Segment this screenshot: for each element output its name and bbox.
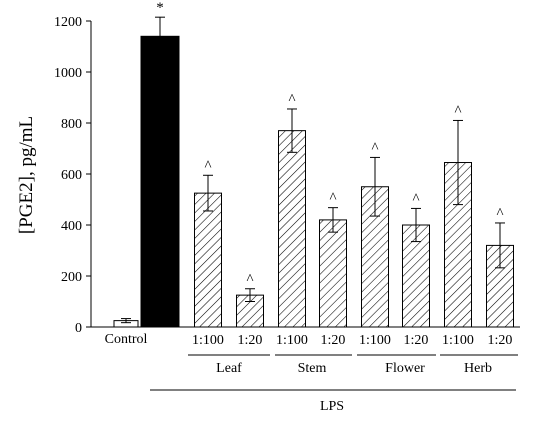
ratio-label: 1:100 <box>192 333 224 348</box>
significance-marker: ^ <box>288 92 295 108</box>
significance-marker: ^ <box>329 191 336 207</box>
ratio-label: 1:20 <box>404 333 429 348</box>
y-tick-label: 200 <box>61 270 82 285</box>
bars: * ^ ^ ^ ^ ^ ^ ^ ^ <box>113 0 514 328</box>
y-tick-label: 1200 <box>54 15 82 30</box>
significance-marker: ^ <box>496 206 503 222</box>
y-tick-label: 400 <box>61 219 82 234</box>
ratio-label: 1:100 <box>276 333 308 348</box>
ratio-label: 1:20 <box>321 333 346 348</box>
category-labels: 1:100 1:20 1:100 1:20 1:100 1:20 1:100 1:20 Cont… <box>105 332 518 414</box>
significance-marker: ^ <box>454 103 461 119</box>
ratio-label: 1:20 <box>488 333 513 348</box>
group-label: Control <box>105 332 148 347</box>
bar <box>278 130 306 328</box>
significance-marker: ^ <box>412 191 419 207</box>
y-tick-label: 1000 <box>54 66 82 81</box>
bar <box>194 192 222 328</box>
group-label: Herb <box>464 361 492 376</box>
group-label: Flower <box>385 361 425 376</box>
axes: 0 200 400 600 800 1000 1200 <box>54 15 520 336</box>
y-tick-label: 600 <box>61 168 82 183</box>
significance-marker: ^ <box>204 158 211 174</box>
significance-marker: ^ <box>371 140 378 156</box>
significance-marker: ^ <box>246 272 253 288</box>
ratio-label: 1:20 <box>238 333 263 348</box>
y-tick-label: 0 <box>75 321 82 336</box>
group-label: Stem <box>298 361 327 376</box>
y-axis-label: [PGE2], pg/mL <box>16 116 37 234</box>
bar <box>319 219 347 328</box>
ratio-label: 1:100 <box>442 333 474 348</box>
lps-label: LPS <box>320 399 344 414</box>
y-tick-label: 800 <box>61 117 82 132</box>
ratio-label: 1:100 <box>359 333 391 348</box>
significance-marker: * <box>156 0 164 16</box>
bar <box>140 35 180 328</box>
group-label: Leaf <box>216 361 242 376</box>
